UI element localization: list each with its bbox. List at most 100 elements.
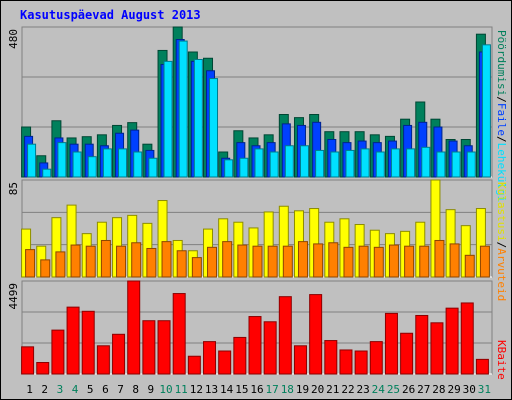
bar (369, 341, 383, 375)
bar (421, 146, 431, 178)
bar (390, 148, 400, 178)
bar (118, 148, 128, 178)
legend: Külastusi/Arvuteid (495, 182, 508, 301)
bar (146, 247, 157, 278)
bar (66, 306, 80, 375)
legend-entry: Pöördumisi (495, 30, 508, 96)
bar (81, 310, 95, 375)
bar (163, 60, 173, 178)
bar (254, 148, 264, 178)
x-tick-label: 31 (478, 383, 491, 396)
x-tick-label: 1 (26, 383, 33, 396)
x-tick-label: 16 (250, 383, 263, 396)
bar (400, 332, 414, 375)
x-tick-label: 12 (190, 383, 203, 396)
x-tick-label: 10 (159, 383, 172, 396)
bar (209, 78, 219, 178)
x-tick-label: 11 (175, 383, 188, 396)
bar (237, 244, 248, 278)
x-tick-label: 3 (57, 383, 64, 396)
bar (72, 151, 82, 178)
bar (466, 151, 476, 178)
bar (252, 245, 263, 278)
bar (384, 312, 398, 375)
bar (449, 243, 460, 278)
x-tick-label: 24 (372, 383, 386, 396)
bar (278, 296, 292, 375)
bar (434, 239, 445, 278)
bar (479, 245, 490, 278)
bar (25, 249, 36, 278)
x-tick-label: 6 (102, 383, 109, 396)
bar (406, 148, 416, 178)
bar (96, 345, 110, 375)
x-tick-label: 22 (341, 383, 354, 396)
bar (360, 148, 370, 178)
bar (313, 243, 324, 278)
x-tick-label: 21 (326, 383, 339, 396)
bar (324, 340, 338, 375)
bar (464, 254, 475, 278)
bar (203, 341, 217, 375)
x-tick-label: 9 (148, 383, 155, 396)
bar (328, 242, 339, 278)
legend-separator: / (495, 96, 508, 103)
legend-separator: / (495, 136, 508, 143)
bar (451, 151, 461, 178)
bar (404, 245, 415, 278)
x-tick-label: 17 (266, 383, 279, 396)
bar (131, 242, 142, 278)
x-tick-label: 4 (72, 383, 79, 396)
bar (373, 246, 384, 278)
bar (284, 145, 294, 178)
x-tick-label: 8 (132, 383, 139, 396)
legend: KBaite (495, 340, 508, 380)
bar (178, 40, 188, 178)
bar (224, 159, 234, 178)
x-tick-label: 30 (463, 383, 476, 396)
bar (239, 157, 249, 178)
bar (445, 307, 459, 375)
bar (267, 245, 278, 278)
x-tick-label: 27 (417, 383, 430, 396)
bar (419, 245, 430, 278)
x-tick-label: 28 (432, 383, 445, 396)
bar (116, 245, 127, 278)
bar (102, 148, 112, 178)
x-tick-label: 14 (220, 383, 234, 396)
bar (309, 294, 323, 375)
bar (148, 157, 158, 178)
bar (172, 293, 186, 375)
bar (207, 246, 218, 278)
bar (176, 250, 187, 278)
bar (161, 241, 172, 278)
bar (27, 143, 37, 178)
bar (248, 316, 262, 375)
bar (187, 355, 201, 375)
bar (358, 245, 369, 278)
x-tick-label: 19 (296, 383, 309, 396)
y-max-label: 85 (7, 182, 20, 195)
bar (233, 336, 247, 375)
bar (315, 149, 325, 178)
x-tick-label: 18 (281, 383, 294, 396)
bar (430, 322, 444, 375)
x-tick-label: 29 (447, 383, 460, 396)
x-tick-label: 7 (117, 383, 124, 396)
bar (100, 239, 111, 278)
bar (157, 320, 171, 375)
bar (55, 251, 66, 278)
x-tick-label: 15 (235, 383, 248, 396)
bar (21, 346, 35, 375)
legend-entry: Arvuteid (495, 248, 508, 301)
y-max-label: 4499 (7, 283, 20, 310)
bar (42, 168, 52, 178)
bar (51, 329, 65, 375)
bar (57, 142, 67, 178)
bar (269, 151, 279, 178)
bar (354, 350, 368, 375)
y-max-label: 480 (7, 29, 20, 49)
legend-separator: / (495, 242, 508, 249)
legend-entry: Külastusi (495, 182, 508, 242)
